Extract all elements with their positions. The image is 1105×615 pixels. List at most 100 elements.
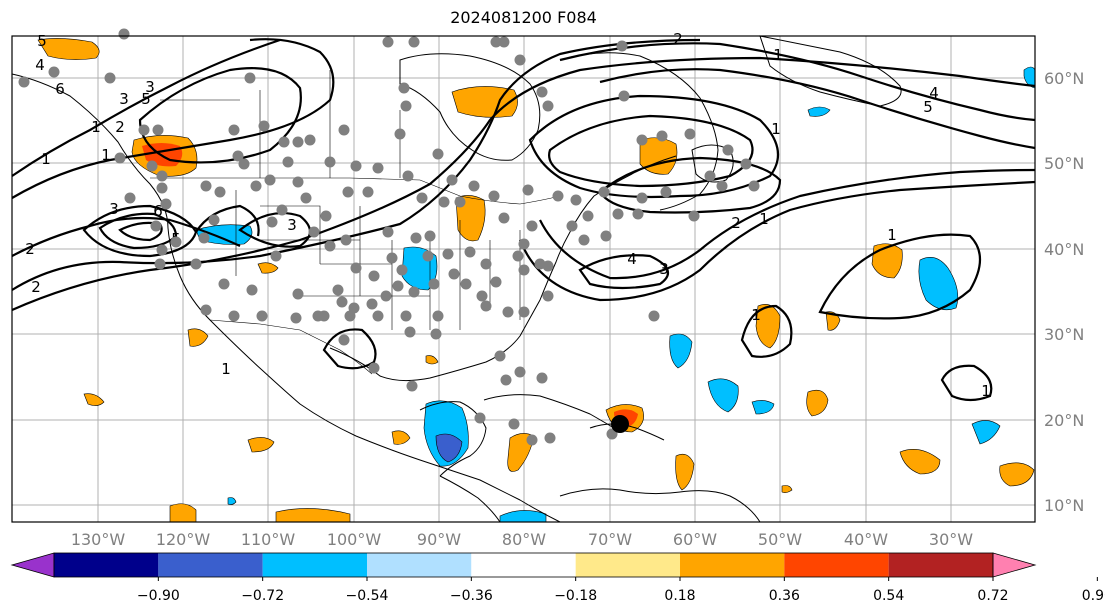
colorbar-tick-label: −0.36: [450, 588, 493, 604]
station-marker: [114, 152, 126, 164]
latitude-label: 20°N: [1044, 411, 1084, 430]
station-marker: [716, 180, 728, 192]
anomaly-patch-blue: [971, 420, 1001, 445]
station-marker: [156, 244, 168, 256]
contour-label: 4: [929, 84, 939, 102]
station-marker: [552, 190, 564, 202]
station-marker: [460, 278, 472, 290]
colorbar-extend-high: [992, 552, 1037, 578]
station-marker: [208, 214, 220, 226]
colorbar-ticks: −0.90 −0.72 −0.54 −0.36 −0.18 0.18 0.36 0.54 0.7…: [137, 577, 1105, 604]
border-us-canada: [150, 177, 561, 205]
station-marker: [386, 252, 398, 264]
contour-label: 4: [627, 250, 637, 268]
anomaly-patch-blue: [918, 257, 959, 311]
station-marker: [340, 234, 352, 246]
anomaly-patch-orange: [247, 437, 275, 453]
contour-line: [11, 38, 281, 177]
station-marker: [336, 296, 348, 308]
station-marker: [394, 128, 406, 140]
colorbar-tick-label: 0.18: [664, 588, 695, 604]
station-marker: [490, 36, 502, 48]
colorbar-tick-label: −0.72: [241, 588, 284, 604]
contour-label: 3: [659, 260, 669, 278]
contour-label: 6: [153, 202, 163, 220]
station-marker: [382, 226, 394, 238]
longitude-label: 110°W: [241, 530, 296, 549]
anomaly-patch-blue: [227, 497, 237, 505]
longitude-label: 60°W: [673, 530, 717, 549]
latitude-label: 30°N: [1044, 325, 1084, 344]
contour-line: [98, 212, 178, 250]
contour-line: [539, 168, 1036, 280]
station-marker: [154, 258, 166, 270]
longitude-label: 130°W: [71, 530, 126, 549]
contour-label: 1: [221, 360, 231, 378]
station-marker: [542, 260, 554, 272]
station-marker: [656, 130, 668, 142]
anomaly-patch-orange: [37, 38, 100, 60]
anomaly-patch-blue: [807, 106, 831, 117]
station-marker: [156, 182, 168, 194]
station-marker: [636, 134, 648, 146]
station-marker: [278, 136, 290, 148]
station-markers: [18, 28, 760, 446]
station-marker: [480, 300, 492, 312]
station-marker: [372, 162, 384, 174]
contour-label: 1: [887, 226, 897, 244]
anomaly-patch-orange: [425, 355, 439, 365]
latitude-label: 40°N: [1044, 240, 1084, 259]
contour-line: [118, 221, 163, 242]
latitude-label: 50°N: [1044, 154, 1084, 173]
station-marker: [198, 232, 210, 244]
colorbar-segment: [367, 553, 472, 577]
station-marker: [476, 290, 488, 302]
station-marker: [442, 248, 454, 260]
anomaly-patch-orange: [899, 449, 941, 475]
station-marker: [526, 434, 538, 446]
anomaly-patch-orange: [806, 389, 829, 417]
station-marker: [282, 156, 294, 168]
station-marker: [536, 372, 548, 384]
station-marker: [366, 298, 378, 310]
station-marker: [348, 302, 360, 314]
longitude-label: 100°W: [327, 530, 382, 549]
station-marker: [232, 150, 244, 162]
anomaly-patch-orange: [999, 462, 1035, 487]
station-marker: [228, 124, 240, 136]
station-marker: [124, 192, 136, 204]
station-marker: [350, 160, 362, 172]
colorbar-segment: [262, 553, 367, 577]
station-marker: [250, 180, 262, 192]
colorbar-segment: [575, 553, 680, 577]
station-marker: [368, 362, 380, 374]
longitude-label: 80°W: [502, 530, 546, 549]
latitude-labels: 60°N 50°N 40°N 30°N 20°N 10°N: [1044, 69, 1084, 515]
station-marker: [400, 310, 412, 322]
station-marker: [372, 310, 384, 322]
station-marker: [404, 326, 416, 338]
station-marker: [740, 158, 752, 170]
station-marker: [152, 124, 164, 136]
coastline-south-america: [559, 488, 761, 523]
station-marker: [468, 180, 480, 192]
station-marker: [518, 264, 530, 276]
contour-label: 6: [55, 80, 65, 98]
station-marker: [410, 232, 422, 244]
contour-line: [518, 180, 1036, 302]
anomaly-patch-orange: [455, 195, 486, 242]
anomaly-patch-orange: [781, 485, 793, 493]
station-marker: [660, 186, 672, 198]
anomaly-patch-orange: [257, 262, 279, 274]
station-marker: [446, 174, 458, 186]
colorbar: [10, 552, 1037, 578]
station-marker: [190, 258, 202, 270]
contour-label: 2: [31, 278, 41, 296]
contour-line: [11, 38, 335, 199]
coastline-hispaniola: [589, 423, 665, 441]
contour-line: [578, 254, 670, 290]
contour-label: 1: [773, 46, 783, 64]
storm-center-marker: [611, 415, 629, 433]
station-marker: [338, 334, 350, 346]
coastline-hudson-bay: [399, 53, 541, 161]
